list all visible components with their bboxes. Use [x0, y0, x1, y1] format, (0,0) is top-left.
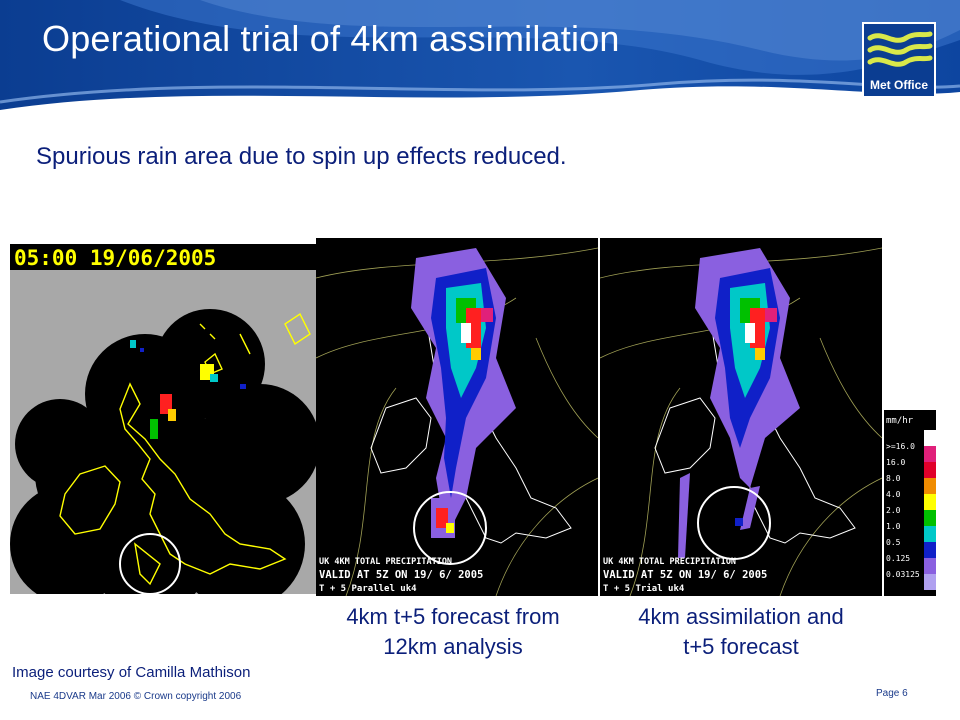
- assimilation-caption-line1: 4km assimilation and: [638, 604, 844, 629]
- scale-swatches: [924, 430, 936, 590]
- scale-tick-label: 2.0: [886, 506, 901, 515]
- assimilation-4km-caption: 4km assimilation and t+5 forecast: [596, 602, 886, 662]
- scale-tick-label: 1.0: [886, 522, 901, 531]
- highlight-circle: [697, 486, 771, 560]
- forecast-12km-caption: 4km t+5 forecast from 12km analysis: [308, 602, 598, 662]
- assimilation-label-line2: VALID AT 5Z ON 19/ 6/ 2005: [603, 569, 767, 581]
- scale-tick-label: 0.125: [886, 554, 910, 563]
- scale-unit-label: mm/hr: [886, 416, 914, 426]
- scale-swatch: [924, 574, 936, 590]
- precipitation-color-scale: mm/hr >=16.0 16.0 8.0 4.0 2.0 1.0 0.5 0.125 0.03…: [884, 410, 936, 596]
- wave-logo-icon: [867, 31, 933, 67]
- scale-swatch: [924, 430, 936, 446]
- radar-timestamp: 05:00 19/06/2005: [14, 246, 216, 270]
- scale-swatch: [924, 542, 936, 558]
- assimilation-caption-line2: t+5 forecast: [683, 634, 799, 659]
- scale-swatch: [924, 510, 936, 526]
- image-credit: Image courtesy of Camilla Mathison: [12, 664, 251, 681]
- highlight-circle: [413, 491, 487, 565]
- highlight-circle: [119, 533, 181, 594]
- met-office-logo: Met Office: [862, 22, 936, 98]
- assimilation-4km-panel: UK 4KM TOTAL PRECIPITATION VALID AT 5Z O…: [600, 238, 882, 596]
- scale-labels: >=16.0 16.0 8.0 4.0 2.0 1.0 0.5 0.125 0.03125: [886, 442, 920, 579]
- scale-swatch: [924, 446, 936, 462]
- forecast-12km-panel: UK 4KM TOTAL PRECIPITATION VALID AT 5Z O…: [316, 238, 598, 596]
- slide-subtitle: Spurious rain area due to spin up effect…: [36, 143, 567, 170]
- scale-tick-label: >=16.0: [886, 442, 915, 451]
- forecast-label-line2: VALID AT 5Z ON 19/ 6/ 2005: [319, 569, 483, 581]
- scale-swatch: [924, 478, 936, 494]
- forecast-label-line1: UK 4KM TOTAL PRECIPITATION: [319, 557, 452, 567]
- header-background: [0, 0, 960, 110]
- page-number: Page 6: [876, 688, 908, 699]
- forecast-caption-line2: 12km analysis: [383, 634, 523, 659]
- scale-swatch: [924, 526, 936, 542]
- scale-tick-label: 0.03125: [886, 570, 920, 579]
- slide-header: Operational trial of 4km assimilation Me…: [0, 0, 960, 110]
- scale-swatch: [924, 494, 936, 510]
- scale-tick-label: 4.0: [886, 490, 901, 499]
- scale-tick-label: 0.5: [886, 538, 901, 547]
- logo-text: Met Office: [869, 78, 928, 92]
- scale-tick-label: 8.0: [886, 474, 901, 483]
- scale-tick-label: 16.0: [886, 458, 905, 467]
- radar-observation-panel: 05:00 19/06/2005: [10, 244, 316, 594]
- slide-title: Operational trial of 4km assimilation: [42, 18, 620, 59]
- scale-swatch: [924, 462, 936, 478]
- scale-swatch: [924, 558, 936, 574]
- footer-copyright: NAE 4DVAR Mar 2006 © Crown copyright 200…: [30, 691, 242, 702]
- forecast-label-line3: T + 5 Parallel uk4: [319, 584, 417, 594]
- forecast-caption-line1: 4km t+5 forecast from: [346, 604, 560, 629]
- assimilation-label-line1: UK 4KM TOTAL PRECIPITATION: [603, 557, 736, 567]
- assimilation-label-line3: T + 5 Trial uk4: [603, 583, 685, 594]
